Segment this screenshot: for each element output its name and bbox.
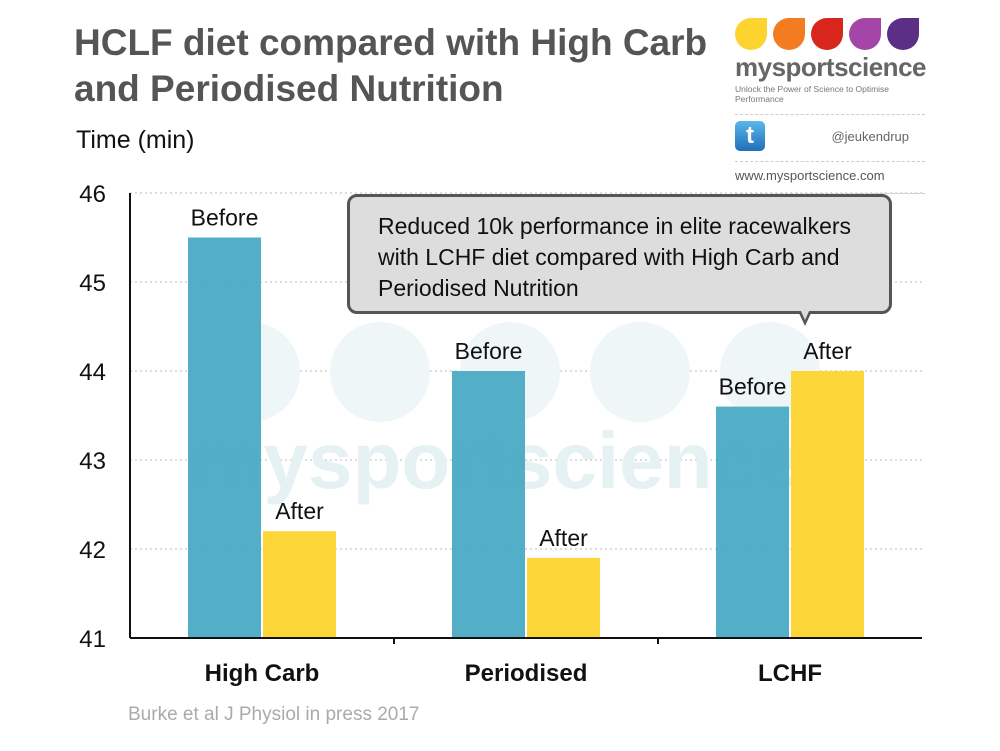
website-link[interactable]: www.mysportscience.com xyxy=(735,168,885,183)
logo-drop xyxy=(735,18,767,50)
twitter-icon: t xyxy=(735,121,765,151)
logo-drop xyxy=(811,18,843,50)
logo-drop xyxy=(887,18,919,50)
y-tick-label: 46 xyxy=(79,181,106,208)
bar-label: Before xyxy=(191,205,259,231)
x-tick-label: LCHF xyxy=(758,660,822,687)
bar-before xyxy=(716,406,789,638)
watermark-drop xyxy=(590,322,690,422)
bar-after xyxy=(791,371,864,638)
logo-drop xyxy=(773,18,805,50)
divider xyxy=(735,114,925,115)
bar-label: Before xyxy=(719,374,787,400)
chart-title: HCLF diet compared with High Carb and Pe… xyxy=(74,22,708,109)
y-axis-label: Time (min) xyxy=(76,126,195,154)
logo-drop xyxy=(849,18,881,50)
bar-label: After xyxy=(539,525,588,551)
bar-label: After xyxy=(803,338,852,364)
y-tick-label: 42 xyxy=(79,537,106,564)
bar-after xyxy=(527,557,600,638)
annotation-callout: Reduced 10k performance in elite racewal… xyxy=(347,194,892,314)
divider xyxy=(735,161,925,162)
y-tick-label: 41 xyxy=(79,626,106,653)
x-tick-label: Periodised xyxy=(465,660,588,687)
y-tick-label: 45 xyxy=(79,270,106,297)
mysportscience-logo: mysportscience Unlock the Power of Scien… xyxy=(735,18,926,200)
bar-before xyxy=(452,371,525,638)
logo-drops xyxy=(735,18,925,50)
source-citation: Burke et al J Physiol in press 2017 xyxy=(128,704,420,725)
bar-before xyxy=(188,237,261,638)
watermark-drop xyxy=(330,322,430,422)
logo-brand: mysportscience xyxy=(735,52,926,82)
twitter-handle[interactable]: @jeukendrup xyxy=(831,128,909,144)
bar-after xyxy=(263,531,336,638)
x-tick-label: High Carb xyxy=(205,660,320,687)
logo-tagline: Unlock the Power of Science to Optimise … xyxy=(735,84,890,104)
bar-label: Before xyxy=(455,338,523,364)
y-tick-label: 43 xyxy=(79,448,106,475)
bar-label: After xyxy=(275,498,324,524)
y-tick-label: 44 xyxy=(79,359,106,386)
